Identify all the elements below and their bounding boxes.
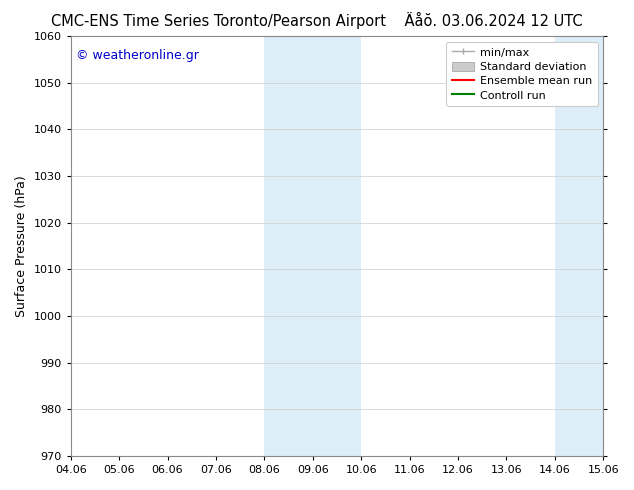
Text: © weatheronline.gr: © weatheronline.gr <box>76 49 199 62</box>
Text: CMC-ENS Time Series Toronto/Pearson Airport    Äåŏ. 03.06.2024 12 UTC: CMC-ENS Time Series Toronto/Pearson Airp… <box>51 12 583 29</box>
Bar <box>264 36 313 456</box>
Bar <box>555 36 603 456</box>
Bar <box>603 36 634 456</box>
Legend: min/max, Standard deviation, Ensemble mean run, Controll run: min/max, Standard deviation, Ensemble me… <box>446 42 598 106</box>
Y-axis label: Surface Pressure (hPa): Surface Pressure (hPa) <box>15 175 28 317</box>
Bar <box>313 36 361 456</box>
